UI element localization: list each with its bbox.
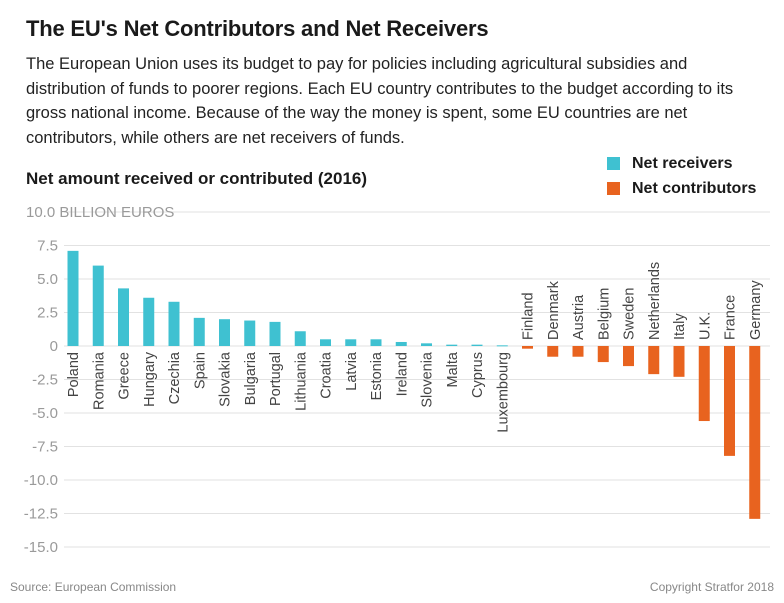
y-tick-label: -2.5: [32, 372, 58, 389]
chart-description: The European Union uses its budget to pa…: [26, 55, 734, 147]
bar-latvia: [345, 339, 357, 346]
category-label: Luxembourg: [495, 352, 511, 433]
category-label: Romania: [91, 351, 107, 410]
category-label: Austria: [571, 294, 587, 340]
bar-denmark: [547, 346, 559, 357]
bar-ireland: [395, 341, 407, 346]
bar-luxembourg: [496, 345, 508, 347]
bar-poland: [67, 250, 79, 346]
bar-austria: [572, 346, 584, 357]
category-label: Germany: [748, 280, 764, 340]
bar-finland: [522, 346, 533, 349]
category-label: Spain: [192, 352, 208, 389]
legend: Net receivers Net contributors: [607, 151, 756, 201]
bar-spain: [193, 317, 205, 346]
bar-sweden: [623, 346, 634, 367]
bar-hungary: [143, 297, 155, 346]
category-label: Latvia: [344, 351, 360, 391]
y-tick-label: -12.5: [24, 506, 58, 523]
legend-label-receivers: Net receivers: [632, 154, 733, 172]
bar-bulgaria: [244, 320, 256, 346]
y-tick-label: -7.5: [32, 439, 58, 456]
category-label: Hungary: [142, 351, 158, 407]
legend-label-contributors: Net contributors: [632, 179, 757, 197]
category-label: Malta: [445, 351, 461, 387]
y-tick-label: 10.0 BILLION EUROS: [26, 204, 174, 221]
category-label: Czechia: [167, 351, 183, 404]
bar-slovenia: [421, 343, 432, 346]
y-tick-label: 5.0: [37, 271, 58, 288]
bar-romania: [92, 265, 104, 346]
category-label: Netherlands: [647, 262, 663, 340]
y-tick-label: -15.0: [24, 539, 58, 556]
bar-belgium: [597, 346, 609, 363]
legend-item-net-receivers: Net receivers: [607, 151, 756, 176]
category-label: Estonia: [369, 351, 385, 400]
bar-czechia: [168, 301, 180, 346]
bar-germany: [749, 346, 761, 519]
category-label: France: [723, 295, 739, 340]
legend-swatch-receivers: [607, 157, 620, 170]
y-tick-label: 2.5: [37, 305, 58, 322]
y-tick-label: 0: [50, 338, 58, 355]
category-label: Denmark: [546, 280, 562, 340]
bar-estonia: [370, 339, 382, 346]
category-label: Sweden: [622, 288, 638, 340]
category-label: Greece: [117, 352, 133, 400]
category-label: Lithuania: [293, 351, 309, 411]
y-tick-label: -5.0: [32, 405, 58, 422]
y-tick-label: 7.5: [37, 238, 58, 255]
category-label: Bulgaria: [243, 351, 259, 405]
category-label: Poland: [66, 352, 82, 397]
category-label: Finland: [521, 292, 537, 340]
bar-portugal: [269, 321, 281, 346]
chart-title: The EU's Net Contributors and Net Receiv…: [26, 16, 489, 41]
category-label: Italy: [672, 313, 688, 340]
bar-uk: [698, 346, 710, 422]
category-label: Croatia: [319, 351, 335, 399]
category-label: Belgium: [596, 288, 612, 340]
chart-subtitle: Net amount received or contributed (2016…: [26, 169, 368, 188]
bar-greece: [118, 288, 129, 346]
category-label: Ireland: [394, 352, 410, 396]
bar-croatia: [320, 339, 331, 346]
y-tick-label: -10.0: [24, 472, 58, 489]
category-label: Portugal: [268, 352, 284, 406]
bar-netherlands: [648, 346, 660, 375]
bar-lithuania: [294, 331, 306, 346]
category-label: Cyprus: [470, 352, 486, 398]
bar-italy: [673, 346, 685, 377]
bar-slovakia: [219, 319, 230, 346]
category-label: U.K.: [697, 312, 713, 340]
bar-malta: [446, 344, 458, 346]
source-note: Source: European Commission: [10, 580, 177, 594]
legend-swatch-contributors: [607, 182, 620, 195]
bar-cyprus: [471, 344, 483, 346]
copyright-note: Copyright Stratfor 2018: [649, 580, 774, 594]
category-label: Slovenia: [420, 351, 436, 408]
bar-france: [724, 346, 735, 456]
legend-item-net-contributors: Net contributors: [607, 176, 756, 201]
category-label: Slovakia: [218, 351, 234, 407]
